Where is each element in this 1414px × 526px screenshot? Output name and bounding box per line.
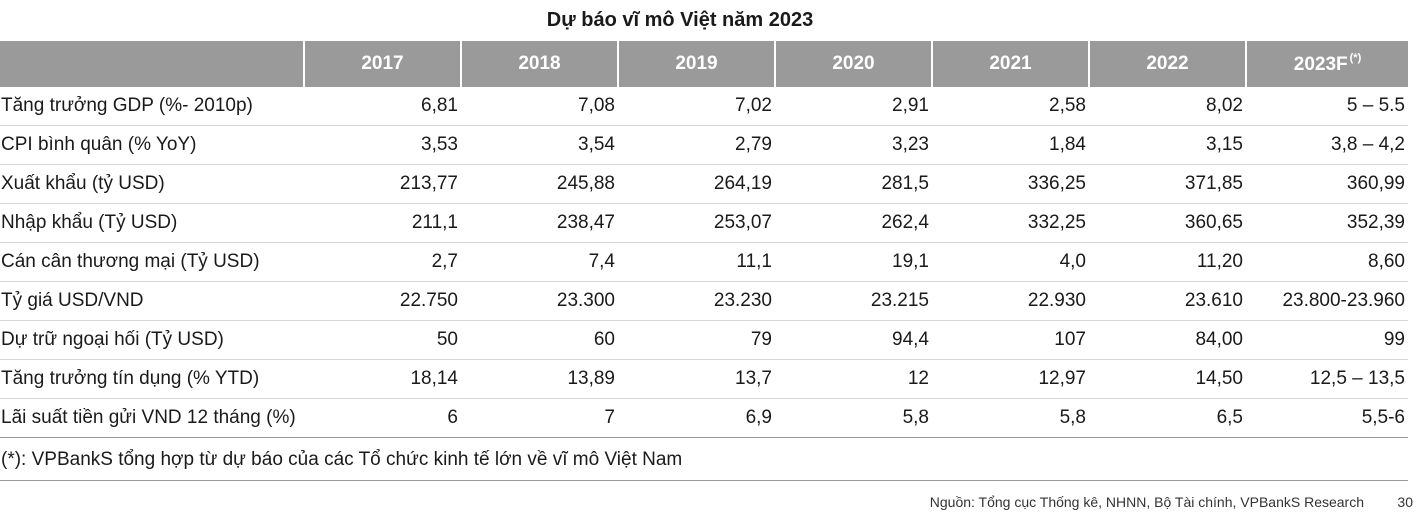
table-cell: 13,89 bbox=[461, 359, 618, 399]
table-cell: 23.610 bbox=[1089, 281, 1246, 321]
table-cell: 3,8 – 4,2 bbox=[1246, 125, 1408, 165]
table-cell: 5 – 5.5 bbox=[1246, 87, 1408, 126]
table-cell: 11,20 bbox=[1089, 242, 1246, 282]
table-cell: 213,77 bbox=[304, 164, 461, 204]
table-cell: 2,91 bbox=[775, 87, 932, 126]
table-cell: 360,65 bbox=[1089, 203, 1246, 243]
divider bbox=[0, 480, 1408, 481]
row-label: Dự trữ ngoại hối (Tỷ USD) bbox=[0, 320, 304, 360]
year-header: 2021 bbox=[932, 41, 1090, 87]
table-row: Lãi suất tiền gửi VND 12 tháng (%) 6 7 6,9 5… bbox=[0, 398, 1408, 438]
table-cell: 14,50 bbox=[1089, 359, 1246, 399]
table-cell: 6 bbox=[304, 398, 461, 438]
source-citation: Nguồn: Tổng cục Thống kê, NHNN, Bộ Tài c… bbox=[929, 494, 1364, 510]
year-header: 2022 bbox=[1089, 41, 1247, 87]
table-cell: 262,4 bbox=[775, 203, 932, 243]
table-row: Tỷ giá USD/VND 22.750 23.300 23.230 23.215 22… bbox=[0, 281, 1408, 321]
year-header: 2019 bbox=[618, 41, 776, 87]
row-label: CPI bình quân (% YoY) bbox=[0, 125, 304, 165]
table-cell: 23.215 bbox=[775, 281, 932, 321]
table-cell: 360,99 bbox=[1246, 164, 1408, 204]
table-cell: 12,97 bbox=[932, 359, 1089, 399]
table-cell: 22.750 bbox=[304, 281, 461, 321]
table-cell: 60 bbox=[461, 320, 618, 360]
row-label: Tăng trưởng GDP (%- 2010p) bbox=[0, 87, 304, 126]
year-header: 2018 bbox=[461, 41, 619, 87]
year-header: 2020 bbox=[775, 41, 933, 87]
table-cell: 84,00 bbox=[1089, 320, 1246, 360]
page-number: 30 bbox=[1397, 494, 1413, 510]
row-label: Xuất khẩu (tỷ USD) bbox=[0, 164, 304, 204]
table-row: Tăng trưởng tín dụng (% YTD) 18,14 13,89 13… bbox=[0, 359, 1408, 399]
page-title: Dự báo vĩ mô Việt năm 2023 bbox=[546, 9, 814, 31]
row-label: Nhập khẩu (Tỷ USD) bbox=[0, 203, 304, 243]
table-header-row: 2017 2018 2019 2020 2021 2022 2023F (*) bbox=[0, 41, 1408, 87]
table-cell: 22.930 bbox=[932, 281, 1089, 321]
table-cell: 7,02 bbox=[618, 87, 775, 126]
table-row: Xuất khẩu (tỷ USD) 213,77 245,88 264,19 281,… bbox=[0, 164, 1408, 204]
footnote: (*): VPBankS tổng hợp từ dự báo của các … bbox=[1, 449, 683, 470]
table-cell: 5,5-6 bbox=[1246, 398, 1408, 438]
row-label: Lãi suất tiền gửi VND 12 tháng (%) bbox=[0, 398, 304, 438]
table-cell: 6,5 bbox=[1089, 398, 1246, 438]
table-cell: 211,1 bbox=[304, 203, 461, 243]
table-row: Nhập khẩu (Tỷ USD) 211,1 238,47 253,07 262,4… bbox=[0, 203, 1408, 243]
table-cell: 1,84 bbox=[932, 125, 1089, 165]
forecast-year-header: 2023F (*) bbox=[1246, 41, 1408, 87]
table-cell: 264,19 bbox=[618, 164, 775, 204]
table-cell: 336,25 bbox=[932, 164, 1089, 204]
table-cell: 2,58 bbox=[932, 87, 1089, 126]
table-cell: 23.800-23.960 bbox=[1246, 281, 1408, 321]
table-cell: 371,85 bbox=[1089, 164, 1246, 204]
table-cell: 8,02 bbox=[1089, 87, 1246, 126]
table-row: Cán cân thương mại (Tỷ USD) 2,7 7,4 11,1 19,… bbox=[0, 242, 1408, 282]
table-cell: 18,14 bbox=[304, 359, 461, 399]
table-cell: 6,81 bbox=[304, 87, 461, 126]
table-cell: 238,47 bbox=[461, 203, 618, 243]
table-cell: 332,25 bbox=[932, 203, 1089, 243]
table-cell: 50 bbox=[304, 320, 461, 360]
table-cell: 13,7 bbox=[618, 359, 775, 399]
table-cell: 245,88 bbox=[461, 164, 618, 204]
table-cell: 253,07 bbox=[618, 203, 775, 243]
row-label: Tỷ giá USD/VND bbox=[0, 281, 304, 321]
table-cell: 5,8 bbox=[932, 398, 1089, 438]
table-row: Tăng trưởng GDP (%- 2010p) 6,81 7,08 7,02 2,… bbox=[0, 87, 1408, 126]
table-cell: 3,23 bbox=[775, 125, 932, 165]
year-header: 2017 bbox=[304, 41, 462, 87]
table-cell: 5,8 bbox=[775, 398, 932, 438]
table-cell: 12,5 – 13,5 bbox=[1246, 359, 1408, 399]
table-cell: 3,15 bbox=[1089, 125, 1246, 165]
table-cell: 352,39 bbox=[1246, 203, 1408, 243]
table-cell: 99 bbox=[1246, 320, 1408, 360]
table-cell: 7,4 bbox=[461, 242, 618, 282]
table-cell: 7 bbox=[461, 398, 618, 438]
row-label: Tăng trưởng tín dụng (% YTD) bbox=[0, 359, 304, 399]
table-cell: 12 bbox=[775, 359, 932, 399]
table-cell: 19,1 bbox=[775, 242, 932, 282]
table-cell: 94,4 bbox=[775, 320, 932, 360]
header-corner-cell bbox=[0, 41, 305, 87]
table-row: CPI bình quân (% YoY) 3,53 3,54 2,79 3,23 1,8… bbox=[0, 125, 1408, 165]
table-cell: 107 bbox=[932, 320, 1089, 360]
table-cell: 11,1 bbox=[618, 242, 775, 282]
table-cell: 6,9 bbox=[618, 398, 775, 438]
table-cell: 3,53 bbox=[304, 125, 461, 165]
table-cell: 281,5 bbox=[775, 164, 932, 204]
table-cell: 4,0 bbox=[932, 242, 1089, 282]
table-cell: 7,08 bbox=[461, 87, 618, 126]
table-cell: 23.300 bbox=[461, 281, 618, 321]
row-label: Cán cân thương mại (Tỷ USD) bbox=[0, 242, 304, 282]
table-row: Dự trữ ngoại hối (Tỷ USD) 50 60 79 94,4 107 84… bbox=[0, 320, 1408, 360]
table-cell: 3,54 bbox=[461, 125, 618, 165]
macro-forecast-table: 2017 2018 2019 2020 2021 2022 2023F (*) T… bbox=[0, 41, 1408, 438]
table-cell: 79 bbox=[618, 320, 775, 360]
forecast-marker: (*) bbox=[1349, 52, 1362, 64]
table-cell: 2,7 bbox=[304, 242, 461, 282]
table-cell: 8,60 bbox=[1246, 242, 1408, 282]
table-cell: 2,79 bbox=[618, 125, 775, 165]
table-cell: 23.230 bbox=[618, 281, 775, 321]
